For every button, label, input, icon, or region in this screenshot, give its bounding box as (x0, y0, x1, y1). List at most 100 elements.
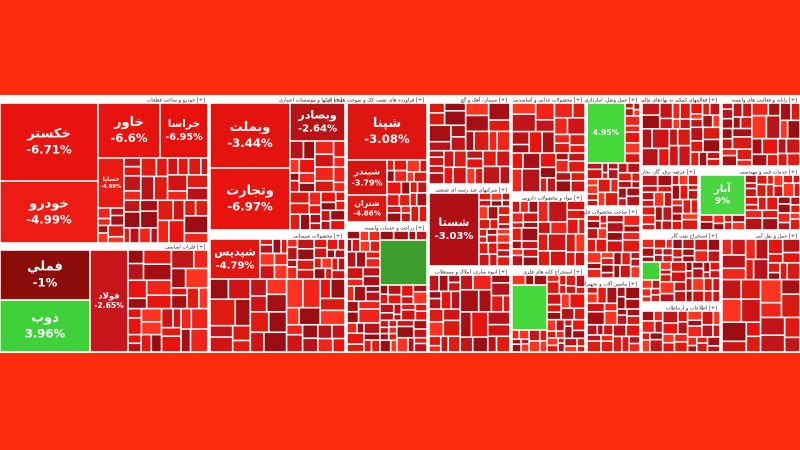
tile (642, 248, 654, 257)
tile (778, 197, 791, 204)
tile (413, 320, 427, 329)
tile (387, 194, 400, 206)
tile (550, 251, 567, 266)
tile (633, 109, 640, 116)
tile (672, 199, 683, 206)
tile (587, 287, 598, 294)
tile (617, 309, 627, 315)
tile (539, 330, 547, 341)
tile (260, 253, 275, 266)
tile (264, 332, 287, 352)
tile (569, 145, 585, 153)
tile (188, 158, 201, 175)
sector-header (429, 96, 510, 103)
tile (672, 103, 680, 119)
tile (625, 287, 640, 299)
tile (128, 250, 144, 264)
tile (534, 275, 547, 285)
tile (766, 197, 778, 211)
tile (704, 291, 713, 302)
tile (682, 219, 698, 230)
tile (745, 218, 763, 230)
tile (566, 286, 576, 294)
tile (479, 193, 491, 201)
tile (191, 308, 208, 329)
tile (210, 337, 233, 352)
tile (555, 180, 571, 192)
tile (576, 275, 585, 287)
tile (184, 200, 196, 216)
sector-title: فعالیتهای کمکی به نهادهای مالی [+] (641, 97, 717, 103)
sector-header (347, 96, 427, 103)
tile (712, 291, 720, 302)
tile (401, 285, 414, 297)
stock-change: -3.79% (351, 178, 382, 187)
tile (512, 344, 521, 352)
stock-tile (700, 175, 745, 215)
tile (173, 200, 185, 221)
tile (364, 333, 380, 340)
tile (741, 299, 761, 323)
tile (498, 224, 510, 229)
tile (266, 294, 287, 312)
tile (444, 150, 454, 168)
sector-header (512, 268, 585, 275)
tile (564, 346, 577, 352)
tile (347, 301, 359, 312)
tile (393, 314, 402, 321)
tile (297, 248, 315, 260)
tile (662, 255, 673, 262)
tile (266, 279, 287, 295)
tile (688, 190, 698, 200)
tile (497, 256, 510, 266)
tile (685, 262, 693, 271)
tile (110, 208, 124, 216)
tile (791, 103, 800, 121)
tile (794, 183, 800, 197)
tile (596, 239, 607, 253)
stock-change: 9% (715, 197, 730, 207)
tile (617, 315, 627, 325)
tile (733, 103, 743, 117)
tile (369, 231, 380, 241)
tile (617, 296, 626, 309)
tile (141, 308, 162, 322)
tile (474, 131, 489, 151)
tile (672, 239, 683, 249)
tile (380, 231, 394, 240)
tile (746, 336, 761, 352)
tile (520, 201, 529, 213)
tile (784, 337, 800, 352)
tile (722, 299, 742, 323)
tile (335, 201, 345, 211)
sector-title: حمل و نقل آبی [+] (756, 232, 797, 239)
tile (642, 340, 650, 352)
tile (625, 125, 640, 132)
tile (650, 332, 663, 340)
tile (790, 219, 800, 230)
tile (672, 257, 683, 262)
tile (642, 186, 658, 193)
stock-tile (210, 168, 290, 230)
stock-change: -6.97% (227, 199, 273, 213)
tile (756, 175, 768, 185)
stock-tile (0, 300, 90, 352)
stock-tile (98, 158, 124, 208)
tile (572, 330, 585, 339)
tile (600, 215, 607, 224)
tile (167, 174, 187, 191)
tile (129, 228, 140, 243)
tile (281, 239, 288, 254)
tile (414, 337, 427, 344)
tile (512, 222, 524, 228)
stock-change: -2.64% (298, 124, 337, 135)
tile (413, 285, 427, 292)
tile (128, 298, 147, 309)
tile (702, 324, 713, 337)
tile (321, 202, 336, 211)
tile (621, 336, 630, 352)
tile (184, 233, 208, 243)
tile (617, 287, 626, 297)
tile (548, 233, 567, 251)
tile (626, 324, 640, 337)
